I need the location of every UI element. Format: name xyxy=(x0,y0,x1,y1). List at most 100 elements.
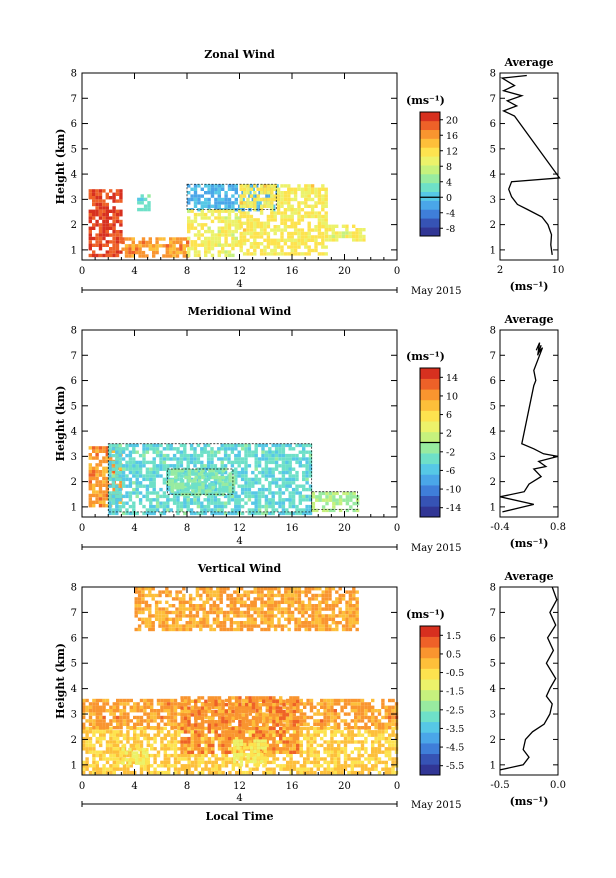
heatmap-cell xyxy=(246,218,249,221)
heatmap-cell xyxy=(330,744,333,747)
heatmap-cell xyxy=(245,764,248,767)
heatmap-cell xyxy=(260,205,263,208)
heatmap-cell xyxy=(275,508,278,511)
colorbar-swatch xyxy=(420,201,440,210)
heatmap-cell xyxy=(314,201,317,204)
heatmap-cell xyxy=(330,747,333,750)
heatmap-cell xyxy=(108,485,111,488)
heatmap-cell xyxy=(280,249,283,252)
heatmap-cell xyxy=(297,184,300,187)
heatmap-cell xyxy=(141,601,144,604)
heatmap-cell xyxy=(190,461,193,464)
heatmap-cell xyxy=(215,761,218,764)
heatmap-cell xyxy=(294,225,297,228)
heatmap-cell xyxy=(266,727,269,730)
heatmap-cell xyxy=(284,594,287,597)
heatmap-cell xyxy=(268,447,271,450)
heatmap-cell xyxy=(250,194,253,197)
heatmap-cell xyxy=(102,490,105,493)
heatmap-cell xyxy=(211,754,214,757)
heatmap-cell xyxy=(135,614,138,617)
heatmap-cell xyxy=(138,618,141,621)
heatmap-cell xyxy=(138,601,141,604)
heatmap-cell xyxy=(149,474,152,477)
heatmap-cell xyxy=(259,710,262,713)
heatmap-cell xyxy=(245,706,248,709)
heatmap-cell xyxy=(153,754,156,757)
heatmap-cell xyxy=(282,713,285,716)
heatmap-cell xyxy=(294,194,297,197)
heatmap-cell xyxy=(313,730,316,733)
heatmap-cell xyxy=(95,501,98,504)
heatmap-cell xyxy=(230,597,233,600)
heatmap-cell xyxy=(381,706,384,709)
heatmap-cell xyxy=(228,727,231,730)
heatmap-cell xyxy=(364,723,367,726)
heatmap-cell xyxy=(102,203,105,206)
heatmap-cell xyxy=(96,699,99,702)
heatmap-cell xyxy=(159,505,162,508)
heatmap-cell xyxy=(82,723,85,726)
heatmap-cell xyxy=(224,250,227,253)
heatmap-cell xyxy=(99,726,102,729)
heatmap-cell xyxy=(320,771,323,774)
heatmap-cell xyxy=(99,463,102,466)
heatmap-cell xyxy=(169,604,172,607)
heatmap-cell xyxy=(194,713,197,716)
heatmap-cell xyxy=(164,699,167,702)
heatmap-cell xyxy=(371,730,374,733)
heatmap-cell xyxy=(216,621,219,624)
heatmap-cell xyxy=(300,730,303,733)
heatmap-cell xyxy=(220,607,223,610)
heatmap-cell xyxy=(82,761,85,764)
heatmap-cell xyxy=(156,474,159,477)
heatmap-cell xyxy=(201,751,204,754)
heatmap-cell xyxy=(284,607,287,610)
heatmap-cell xyxy=(257,607,260,610)
heatmap-cell xyxy=(174,709,177,712)
heatmap-cell xyxy=(233,590,236,593)
heatmap-cell xyxy=(95,477,98,480)
heatmap-cell xyxy=(347,734,350,737)
heatmap-cell xyxy=(106,196,109,199)
heatmap-cell xyxy=(207,188,210,191)
heatmap-cell xyxy=(269,771,272,774)
colorbar-unit: (ms⁻¹) xyxy=(406,350,445,363)
heatmap-cell xyxy=(229,472,232,475)
heatmap-cell xyxy=(189,597,192,600)
heatmap-cell xyxy=(279,734,282,737)
heatmap-cell xyxy=(279,747,282,750)
heatmap-cell xyxy=(112,220,115,223)
heatmap-cell xyxy=(300,754,303,757)
heatmap-cell xyxy=(227,457,230,460)
heatmap-cell xyxy=(158,590,161,593)
heatmap-cell xyxy=(250,590,253,593)
heatmap-cell xyxy=(334,761,337,764)
heatmap-cell xyxy=(288,628,291,631)
heatmap-cell xyxy=(361,768,364,771)
heatmap-cell xyxy=(198,726,201,729)
heatmap-cell xyxy=(119,220,122,223)
heatmap-cell xyxy=(153,444,156,447)
heatmap-cell xyxy=(314,188,317,191)
heatmap-cell xyxy=(240,756,243,759)
heatmap-cell xyxy=(115,491,118,494)
heatmap-cell xyxy=(228,210,231,213)
y-tick-label: 8 xyxy=(71,69,77,80)
heatmap-cell xyxy=(238,454,241,457)
heatmap-cell xyxy=(128,254,131,257)
heatmap-cell xyxy=(172,241,175,244)
heatmap-cell xyxy=(205,472,208,475)
heatmap-cell xyxy=(235,188,238,191)
heatmap-cell xyxy=(330,716,333,719)
heatmap-cell xyxy=(299,498,302,501)
heatmap-cell xyxy=(189,607,192,610)
heatmap-cell xyxy=(228,744,231,747)
heatmap-cell xyxy=(285,508,288,511)
heatmap-cell xyxy=(199,607,202,610)
heatmap-cell xyxy=(138,254,141,257)
heatmap-cell xyxy=(261,447,264,450)
heatmap-cell xyxy=(314,249,317,252)
heatmap-cell xyxy=(170,447,173,450)
heatmap-cell xyxy=(163,461,166,464)
